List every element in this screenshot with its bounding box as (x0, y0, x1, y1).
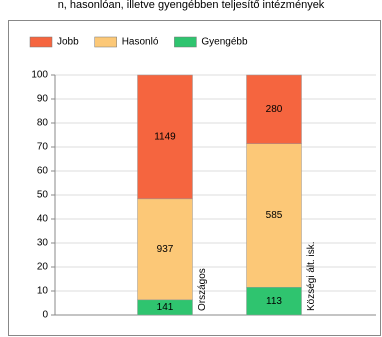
y-tick-label: 20 (37, 262, 49, 273)
chart-title: n, hasonlóan, illetve gyengébben teljesí… (58, 0, 325, 11)
data-label: 1149 (154, 132, 176, 143)
y-tick-label: 0 (42, 310, 48, 321)
y-tick-label: 90 (37, 94, 49, 105)
bar-segment (246, 74, 302, 144)
bar-segment (137, 198, 193, 301)
legend-swatch (94, 36, 117, 48)
bar-segment (246, 287, 302, 316)
y-tick-label: 80 (37, 118, 49, 129)
legend-swatch (174, 36, 197, 48)
data-label: 937 (157, 244, 174, 255)
x-tick-label: Községi ált. isk. (306, 242, 317, 311)
x-tick-label: Országos (197, 268, 208, 311)
data-label: 585 (266, 210, 283, 221)
data-label: 113 (266, 296, 282, 307)
legend-label: Jobb (57, 37, 79, 48)
data-label: 280 (266, 104, 283, 115)
y-tick-label: 40 (37, 214, 49, 225)
y-tick-label: 70 (37, 142, 49, 153)
legend-label: Gyengébb (201, 37, 248, 48)
y-tick-label: 100 (31, 70, 48, 81)
bar-segment (137, 74, 193, 200)
y-tick-label: 60 (37, 166, 49, 177)
data-label: 141 (157, 302, 174, 313)
y-tick-label: 10 (37, 286, 49, 297)
legend-label: Hasonló (122, 37, 159, 48)
bar-segment (246, 143, 302, 288)
y-tick-label: 50 (37, 190, 49, 201)
chart-frame (8, 20, 381, 336)
legend-swatch (29, 36, 53, 48)
y-tick-label: 30 (37, 238, 49, 249)
